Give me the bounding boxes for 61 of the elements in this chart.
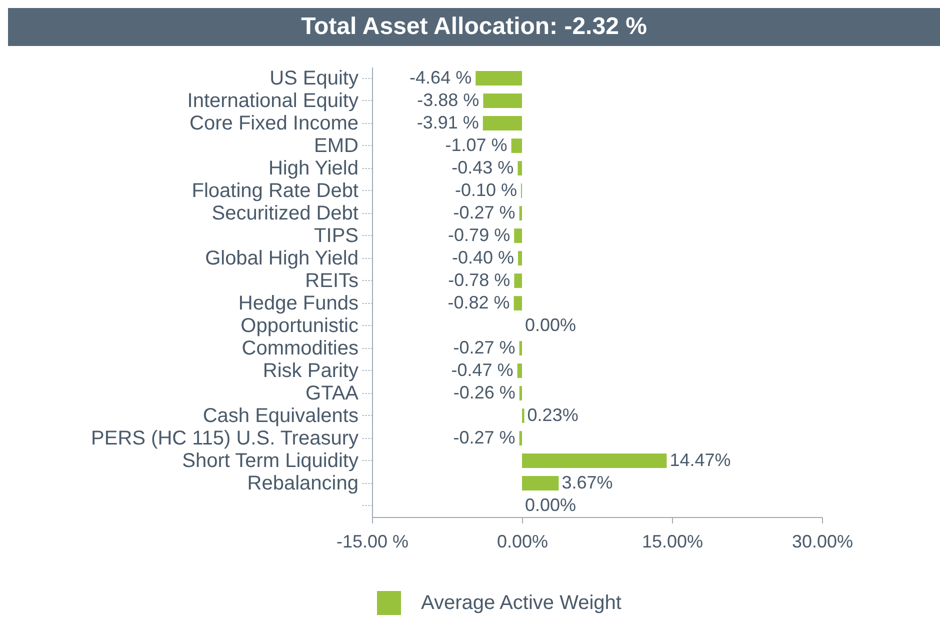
y-tick-label: Rebalancing [247, 472, 358, 494]
y-tick-label: High Yield [268, 157, 358, 180]
data-label: -4.64 % [410, 67, 472, 88]
data-label: 14.47% [670, 450, 731, 470]
bar [519, 386, 522, 400]
bar [514, 274, 522, 288]
y-tick-label: EMD [314, 134, 358, 157]
bar [518, 251, 522, 266]
x-tick-label: -15.00 % [336, 532, 409, 552]
data-label: -0.27 % [453, 427, 516, 448]
bar [522, 476, 559, 490]
data-label: -0.40 % [452, 247, 514, 268]
y-tick-label: Global High Yield [205, 247, 358, 270]
data-label: -0.27 % [453, 202, 516, 222]
y-tick-label: Hedge Funds [238, 292, 358, 314]
y-tick-label: Risk Parity [262, 360, 358, 382]
y-tick-label: PERS (HC 115) U.S. Treasury [91, 427, 358, 450]
bar [476, 71, 522, 86]
x-tick-label: 0.00% [496, 532, 548, 552]
data-label: -0.10 % [454, 180, 517, 200]
bar [519, 431, 522, 446]
bar [514, 296, 522, 310]
bar [511, 138, 522, 153]
data-label: 0.23% [527, 404, 578, 425]
y-tick-label: US Equity [270, 67, 358, 90]
y-tick-label: International Equity [187, 90, 358, 112]
data-label: -0.27 % [453, 337, 516, 358]
data-label: -1.07 % [445, 134, 508, 155]
data-label: 3.67% [562, 472, 613, 492]
data-label: -0.82 % [448, 292, 510, 312]
data-label: -0.78 % [448, 270, 510, 290]
legend-label: Average Active Weight [421, 592, 622, 614]
y-tick-label: Opportunistic [240, 314, 358, 337]
data-label: -3.91 % [416, 112, 479, 132]
bar [483, 94, 522, 108]
y-tick-label: Commodities [242, 337, 358, 360]
y-tick-label: Cash Equivalents [202, 404, 358, 427]
bar [518, 161, 522, 176]
x-tick-label: 30.00% [792, 532, 854, 552]
y-tick-label: REITs [305, 270, 358, 292]
data-label: 0.00% [525, 314, 576, 335]
bar [517, 364, 522, 378]
bar [522, 454, 667, 468]
y-tick-label: Short Term Liquidity [182, 450, 358, 472]
data-label: -0.47 % [451, 360, 514, 380]
y-tick-label: Floating Rate Debt [192, 180, 359, 202]
bar [519, 341, 522, 356]
data-label: -0.43 % [452, 157, 514, 178]
data-label: -3.88 % [417, 90, 480, 110]
bar [514, 228, 522, 243]
y-tick-label: Securitized Debt [212, 202, 359, 224]
data-label: 0.00% [525, 494, 576, 515]
bar [519, 206, 522, 220]
x-tick-label: 15.00% [642, 532, 704, 552]
data-label: -0.79 % [448, 224, 510, 245]
chart-title: Total Asset Allocation: -2.32 % [8, 8, 940, 46]
data-label: -0.26 % [453, 382, 516, 402]
y-tick-label: TIPS [314, 224, 358, 247]
y-tick-label: GTAA [306, 382, 360, 404]
bar [482, 116, 522, 130]
y-tick-label: Core Fixed Income [190, 112, 358, 134]
